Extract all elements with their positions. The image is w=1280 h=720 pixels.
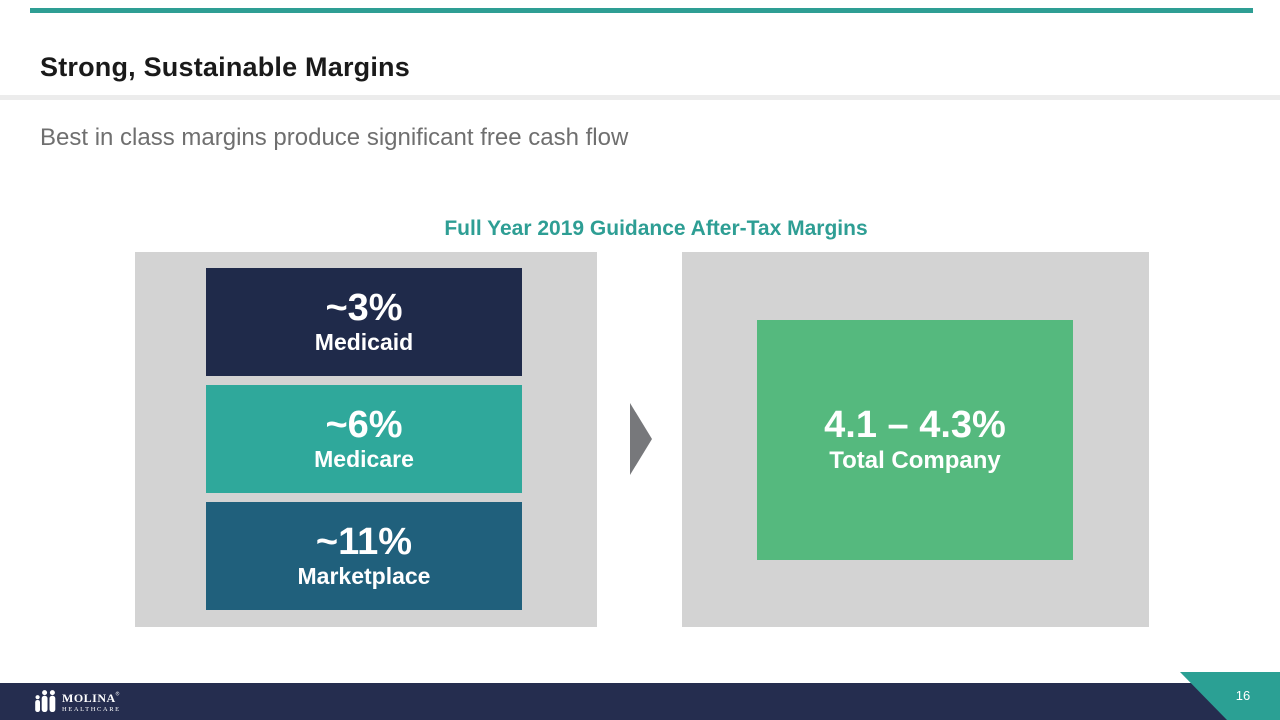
segments-panel: ~3% Medicaid ~6% Medicare ~11% Marketpla… [135, 252, 597, 627]
total-company-margin-label: Total Company [829, 446, 1001, 474]
molina-logo: MOLINA® HEALTHCARE [33, 688, 121, 715]
medicare-margin-label: Medicare [314, 445, 414, 472]
people-icon [33, 688, 59, 715]
page-number: 16 [1235, 688, 1251, 703]
footer-bar: MOLINA® HEALTHCARE [0, 683, 1280, 720]
marketplace-margin-label: Marketplace [297, 562, 431, 589]
figure-title: Full Year 2019 Guidance After-Tax Margin… [444, 217, 868, 240]
total-panel: 4.1 – 4.3% Total Company [682, 252, 1149, 627]
right-arrow-icon [630, 403, 652, 475]
logo-wordmark: MOLINA® HEALTHCARE [62, 690, 121, 714]
logo-subname: HEALTHCARE [62, 705, 121, 713]
medicaid-margin-label: Medicaid [314, 328, 414, 355]
title-divider [0, 95, 1280, 100]
medicaid-margin-value: ~3% [325, 286, 403, 329]
margin-box-total-company: 4.1 – 4.3% Total Company [757, 320, 1073, 560]
logo-name: MOLINA [62, 690, 116, 705]
margin-box-marketplace: ~11% Marketplace [206, 502, 522, 610]
total-company-margin-value: 4.1 – 4.3% [824, 403, 1006, 446]
top-accent-bar [30, 8, 1253, 13]
margin-box-medicaid: ~3% Medicaid [206, 268, 522, 376]
slide-subtitle: Best in class margins produce significan… [40, 124, 629, 151]
marketplace-margin-value: ~11% [315, 520, 413, 563]
registered-mark: ® [115, 691, 120, 698]
margin-box-medicare: ~6% Medicare [206, 385, 522, 493]
medicare-margin-value: ~6% [325, 403, 403, 446]
slide-title: Strong, Sustainable Margins [40, 52, 410, 82]
